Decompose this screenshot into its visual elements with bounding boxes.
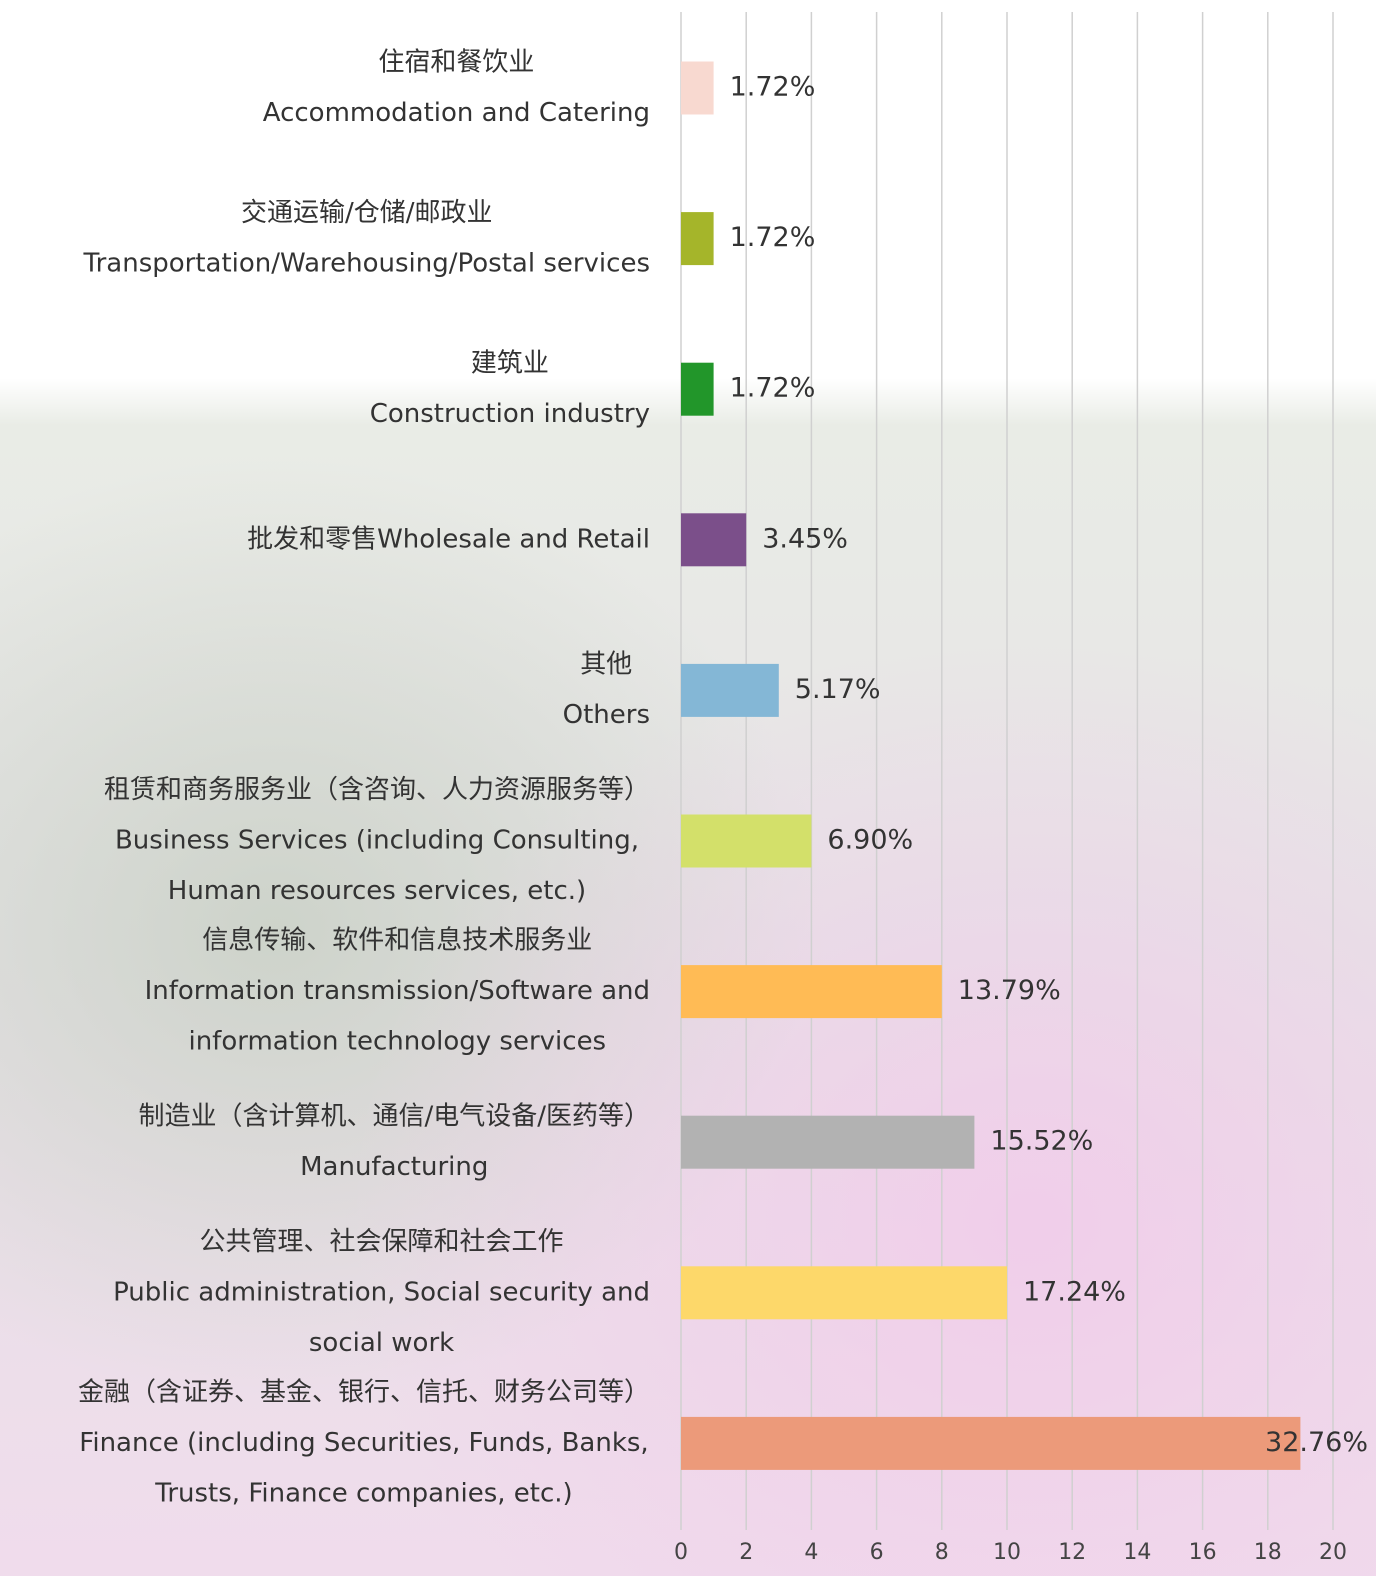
x-tick-label: 18 (1254, 1540, 1282, 1565)
y-tick-label: 制造业（含计算机、通信/电气设备/医药等） (138, 1101, 650, 1131)
y-tick-label: Construction industry (370, 399, 650, 429)
data-label: 32.76% (1265, 1427, 1368, 1458)
bar (681, 1416, 1301, 1470)
y-tick-label: Public administration, Social security a… (113, 1277, 650, 1307)
y-tick-label: Accommodation and Catering (263, 98, 650, 128)
y-tick-label: 交通运输/仓储/邮政业 (241, 198, 493, 228)
x-tick-label: 2 (739, 1540, 753, 1565)
bar (681, 212, 714, 266)
data-label: 17.24% (1023, 1276, 1126, 1307)
x-tick-label: 10 (993, 1540, 1021, 1565)
data-label: 1.72% (730, 222, 816, 253)
bar (681, 513, 747, 567)
y-tick-label: 建筑业 (471, 348, 549, 378)
y-tick-label: 批发和零售Wholesale and Retail (247, 524, 650, 554)
y-tick-label: Transportation/Warehousing/Postal servic… (83, 248, 650, 278)
data-label: 3.45% (762, 523, 848, 554)
x-tick-label: 6 (870, 1540, 884, 1565)
y-tick-label: 租赁和商务服务业（含咨询、人力资源服务等） (104, 775, 650, 805)
y-tick-label: Information transmission/Software and (145, 976, 650, 1006)
y-tick-label: 金融（含证券、基金、银行、信托、财务公司等） (78, 1377, 650, 1407)
bar (681, 965, 942, 1019)
data-label: 13.79% (958, 975, 1061, 1006)
data-label: 1.72% (730, 373, 816, 404)
y-tick-label: Finance (including Securities, Funds, Ba… (79, 1428, 648, 1458)
y-tick-label: 住宿和餐饮业 (378, 47, 534, 77)
bar (681, 814, 812, 868)
y-tick-label: Trusts, Finance companies, etc.) (154, 1478, 572, 1508)
y-tick-label: 其他 (580, 650, 632, 680)
y-tick-label: Human resources services, etc.) (168, 876, 586, 906)
bar (681, 61, 714, 115)
x-tick-label: 16 (1189, 1540, 1217, 1565)
x-tick-label: 0 (674, 1540, 688, 1565)
bar (681, 1266, 1007, 1320)
bar (681, 1115, 975, 1169)
data-label: 5.17% (795, 674, 881, 705)
y-tick-label: Business Services (including Consulting, (115, 826, 639, 856)
y-tick-label: Others (563, 700, 650, 730)
bar (681, 663, 779, 717)
x-tick-label: 20 (1319, 1540, 1347, 1565)
y-tick-label: 信息传输、软件和信息技术服务业 (202, 926, 592, 956)
data-label: 1.72% (730, 72, 816, 103)
y-tick-label: information technology services (188, 1027, 606, 1057)
x-tick-label: 8 (935, 1540, 949, 1565)
data-label: 15.52% (990, 1126, 1093, 1157)
y-tick-label: Manufacturing (300, 1152, 488, 1182)
y-tick-label: 公共管理、社会保障和社会工作 (200, 1227, 564, 1257)
data-label: 6.90% (827, 825, 913, 856)
y-tick-label: social work (309, 1328, 454, 1358)
x-tick-label: 4 (804, 1540, 818, 1565)
bar (681, 362, 714, 416)
x-tick-label: 12 (1058, 1540, 1086, 1565)
x-tick-label: 14 (1123, 1540, 1151, 1565)
